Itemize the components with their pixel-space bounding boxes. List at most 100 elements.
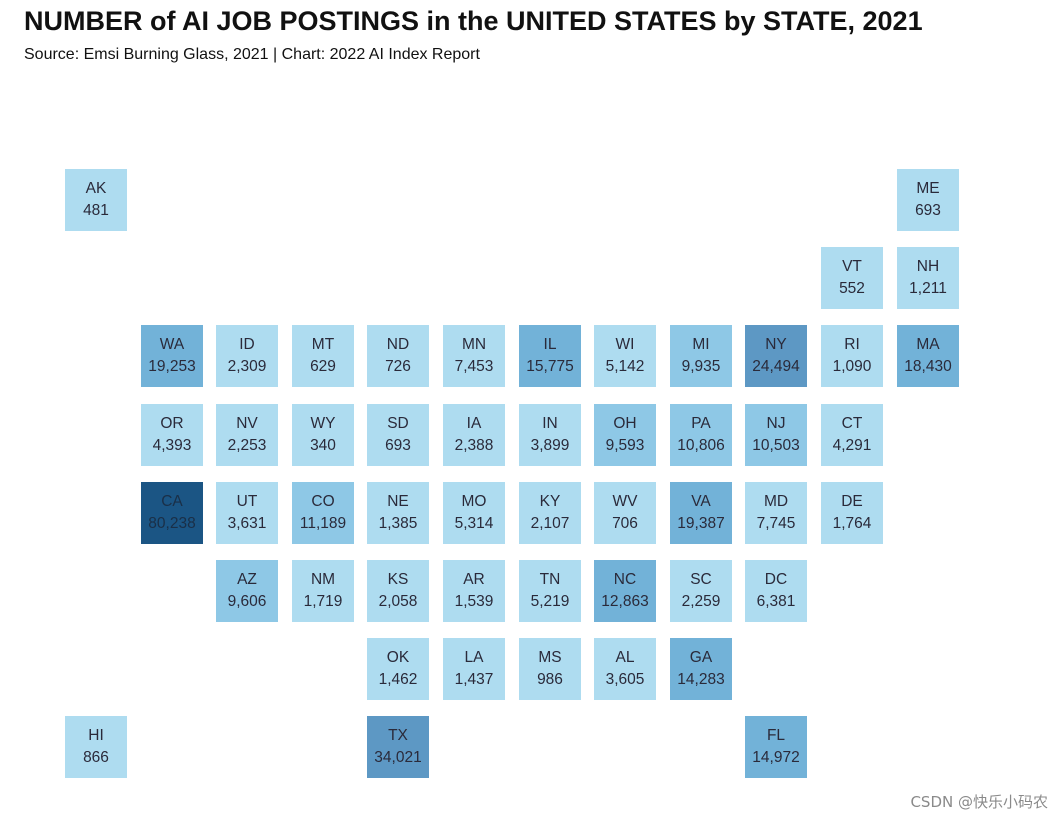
state-value-label: 481 [83, 202, 109, 219]
state-value-label: 1,539 [454, 593, 494, 610]
chart-title: NUMBER of AI JOB POSTINGS in the UNITED … [24, 6, 923, 36]
state-value-label: 80,238 [148, 515, 196, 532]
state-tile-nv: NV 2,253 [216, 404, 278, 466]
state-tile-vt: VT 552 [821, 247, 883, 309]
state-value-label: 1,764 [832, 515, 872, 532]
state-abbr-label: FL [766, 727, 786, 744]
state-tile-dc: DC 6,381 [745, 560, 807, 622]
state-abbr-label: PA [691, 415, 711, 432]
state-tile-ga: GA 14,283 [670, 638, 732, 700]
state-tile-ca: CA 80,238 [141, 482, 203, 544]
state-value-label: 629 [310, 358, 336, 375]
state-abbr-label: IA [466, 415, 482, 432]
state-value-label: 2,259 [681, 593, 721, 610]
state-value-label: 3,899 [530, 437, 570, 454]
state-value-label: 1,462 [378, 671, 418, 688]
state-tile-or: OR 4,393 [141, 404, 203, 466]
state-value-label: 10,503 [752, 437, 800, 454]
state-tile-me: ME 693 [897, 169, 959, 231]
state-tile-id: ID 2,309 [216, 325, 278, 387]
state-abbr-label: SD [387, 415, 409, 432]
state-abbr-label: CA [161, 493, 183, 510]
state-abbr-label: MI [692, 336, 710, 353]
state-abbr-label: MA [916, 336, 940, 353]
state-tile-az: AZ 9,606 [216, 560, 278, 622]
state-value-label: 2,058 [378, 593, 418, 610]
state-abbr-label: MD [763, 493, 789, 510]
state-value-label: 5,219 [530, 593, 570, 610]
state-tile-nh: NH 1,211 [897, 247, 959, 309]
state-value-label: 3,631 [227, 515, 267, 532]
state-value-label: 11,189 [299, 515, 347, 532]
state-value-label: 7,745 [756, 515, 796, 532]
state-abbr-label: LA [464, 649, 484, 666]
state-value-label: 9,593 [605, 437, 645, 454]
state-value-label: 2,388 [454, 437, 494, 454]
state-value-label: 1,211 [909, 280, 947, 297]
state-abbr-label: MN [461, 336, 487, 353]
state-abbr-label: MS [538, 649, 562, 666]
state-tile-tx: TX 34,021 [367, 716, 429, 778]
state-abbr-label: WA [159, 336, 185, 353]
state-tile-wy: WY 340 [292, 404, 354, 466]
state-abbr-label: ND [386, 336, 410, 353]
state-tile-nj: NJ 10,503 [745, 404, 807, 466]
state-value-label: 5,314 [454, 515, 494, 532]
state-tile-ma: MA 18,430 [897, 325, 959, 387]
state-abbr-label: WV [612, 493, 638, 510]
state-abbr-label: DC [764, 571, 788, 588]
state-tile-in: IN 3,899 [519, 404, 581, 466]
state-value-label: 1,437 [454, 671, 494, 688]
state-abbr-label: SC [690, 571, 712, 588]
state-value-label: 4,393 [152, 437, 192, 454]
state-tile-co: CO 11,189 [292, 482, 354, 544]
state-value-label: 14,283 [677, 671, 725, 688]
state-abbr-label: RI [844, 336, 860, 353]
state-abbr-label: AR [463, 571, 485, 588]
state-value-label: 18,430 [904, 358, 952, 375]
state-value-label: 34,021 [374, 749, 422, 766]
state-value-label: 19,387 [677, 515, 725, 532]
state-value-label: 10,806 [677, 437, 725, 454]
state-abbr-label: ID [239, 336, 255, 353]
state-abbr-label: NE [387, 493, 409, 510]
state-tile-wv: WV 706 [594, 482, 656, 544]
state-value-label: 9,935 [681, 358, 721, 375]
state-tile-pa: PA 10,806 [670, 404, 732, 466]
state-value-label: 340 [310, 437, 336, 454]
state-tile-ne: NE 1,385 [367, 482, 429, 544]
state-abbr-label: UT [236, 493, 258, 510]
state-tile-md: MD 7,745 [745, 482, 807, 544]
state-tile-ms: MS 986 [519, 638, 581, 700]
state-tile-ak: AK 481 [65, 169, 127, 231]
state-tile-al: AL 3,605 [594, 638, 656, 700]
state-value-label: 15,775 [526, 358, 574, 375]
state-tile-mn: MN 7,453 [443, 325, 505, 387]
state-abbr-label: NC [613, 571, 637, 588]
state-tile-nd: ND 726 [367, 325, 429, 387]
state-tile-tn: TN 5,219 [519, 560, 581, 622]
state-abbr-label: WI [615, 336, 635, 353]
state-tile-mi: MI 9,935 [670, 325, 732, 387]
state-abbr-label: MT [311, 336, 335, 353]
state-abbr-label: DE [841, 493, 863, 510]
state-tile-wa: WA 19,253 [141, 325, 203, 387]
state-value-label: 12,863 [601, 593, 649, 610]
state-tile-ut: UT 3,631 [216, 482, 278, 544]
state-abbr-label: NJ [766, 415, 786, 432]
state-tile-ok: OK 1,462 [367, 638, 429, 700]
state-abbr-label: AZ [237, 571, 257, 588]
state-abbr-label: OH [613, 415, 637, 432]
state-abbr-label: WY [310, 415, 336, 432]
state-abbr-label: AK [85, 180, 107, 197]
state-tile-ar: AR 1,539 [443, 560, 505, 622]
state-value-label: 3,605 [605, 671, 645, 688]
state-abbr-label: MO [461, 493, 487, 510]
state-abbr-label: IN [542, 415, 558, 432]
state-tile-ri: RI 1,090 [821, 325, 883, 387]
state-value-label: 706 [612, 515, 638, 532]
state-abbr-label: KS [387, 571, 409, 588]
state-tile-mo: MO 5,314 [443, 482, 505, 544]
state-tile-nm: NM 1,719 [292, 560, 354, 622]
